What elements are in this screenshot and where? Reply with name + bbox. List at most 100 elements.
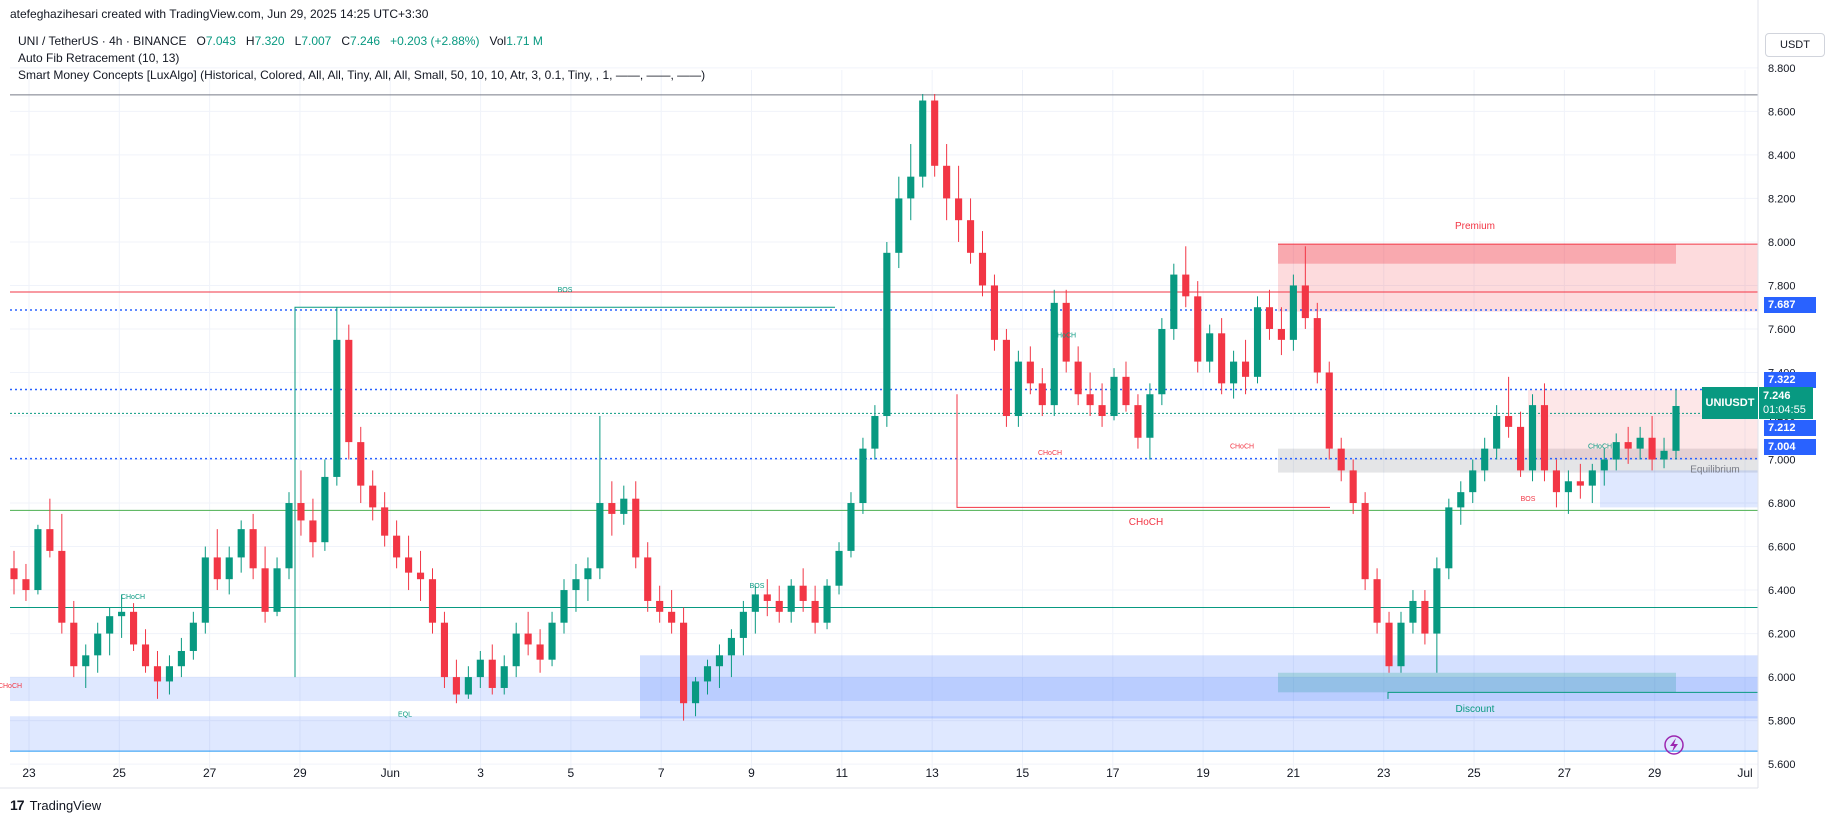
chart-annotation: CHoCH xyxy=(1038,450,1062,457)
demand-zone-left xyxy=(10,677,1758,702)
candle-body xyxy=(10,568,18,580)
x-tick-label: 21 xyxy=(1287,766,1301,780)
candle-body xyxy=(452,677,460,695)
choch-structure-line xyxy=(956,394,1330,508)
candle-body xyxy=(1505,416,1513,427)
candle-body xyxy=(1457,492,1465,508)
candle-body xyxy=(1433,568,1441,634)
candle-body xyxy=(1158,328,1166,395)
candle-body xyxy=(1038,383,1046,406)
candle-body xyxy=(345,339,353,443)
candle-body xyxy=(1373,579,1381,623)
candle-body xyxy=(1002,339,1010,416)
candle-body xyxy=(1182,274,1190,297)
candle-body xyxy=(225,557,233,580)
x-tick-label: 11 xyxy=(836,766,849,780)
y-tick-label: 5.800 xyxy=(1768,716,1796,728)
candle-body xyxy=(1528,405,1537,471)
y-tick-label: 7.600 xyxy=(1768,324,1796,336)
discount-zone xyxy=(640,655,1758,719)
y-tick-label: 6.800 xyxy=(1768,498,1796,510)
discount-structure-line xyxy=(1387,691,1758,699)
candle-body xyxy=(1110,376,1118,416)
candle-body xyxy=(1265,307,1274,329)
chart-annotation: Equilibrium xyxy=(1690,465,1739,476)
chart-annotation: BOS xyxy=(558,287,573,294)
candle-body xyxy=(715,655,724,667)
candle-body xyxy=(1194,296,1202,362)
candle-body xyxy=(189,622,197,651)
candle-body xyxy=(955,198,963,221)
candle-body xyxy=(512,633,520,667)
candle-body xyxy=(1122,376,1130,406)
candle-body xyxy=(584,568,592,580)
indicator-smc[interactable]: Smart Money Concepts [LuxAlgo] (Historic… xyxy=(18,68,706,82)
x-tick-label: 13 xyxy=(925,766,939,780)
candle-body xyxy=(381,507,389,536)
candle-body xyxy=(1540,405,1549,471)
candle-body xyxy=(727,637,735,656)
close-label: C xyxy=(341,34,351,48)
candle-body xyxy=(560,590,568,623)
symbol-legend: UNI / TetherUS · 4h · BINANCE O7.043 H7.… xyxy=(18,34,543,48)
candle-body xyxy=(1672,405,1680,451)
candle-body xyxy=(775,600,783,612)
candle-body xyxy=(393,535,401,558)
x-tick-label: Jun xyxy=(381,766,400,780)
x-tick-label: 25 xyxy=(1467,766,1481,780)
candle-body xyxy=(488,659,496,688)
chart-annotation: CHoCH xyxy=(0,683,22,690)
candle-body xyxy=(907,176,915,199)
candle-body xyxy=(1481,448,1489,471)
y-tick-label: 8.200 xyxy=(1768,193,1796,205)
chart-annotation: CHoCH xyxy=(121,594,145,601)
candle-body xyxy=(1206,333,1214,362)
candle-body xyxy=(22,579,30,591)
candle-body xyxy=(428,579,437,623)
footer-brand[interactable]: 17 TradingView xyxy=(10,797,101,813)
y-tick-label: 6.400 xyxy=(1768,585,1796,597)
bos-structure-line xyxy=(294,306,835,678)
candle-body xyxy=(1134,405,1142,438)
x-tick-label: 3 xyxy=(477,766,484,780)
candle-body xyxy=(835,550,843,586)
candle-body xyxy=(548,622,556,660)
chart-annotation: BOS xyxy=(1521,496,1536,503)
currency-unit-button[interactable]: USDT xyxy=(1765,33,1825,57)
chart-annotation: BOS xyxy=(750,583,765,590)
candle-body xyxy=(847,503,855,551)
volume-label: Vol xyxy=(489,34,507,48)
price-tag-7322: 7.322 xyxy=(1764,372,1816,388)
candle-body xyxy=(919,100,927,177)
x-tick-label: 17 xyxy=(1106,766,1120,780)
candle-body xyxy=(703,666,712,682)
x-tick-label: 15 xyxy=(1016,766,1030,780)
candle-body xyxy=(883,252,891,416)
indicator-fib[interactable]: Auto Fib Retracement (10, 13) xyxy=(18,51,180,65)
y-tick-label: 8.000 xyxy=(1768,237,1796,249)
x-tick-label: 29 xyxy=(293,766,307,780)
candle-body xyxy=(895,198,903,253)
x-tick-label: 27 xyxy=(1558,766,1572,780)
candle-body xyxy=(1086,394,1094,406)
candle-body xyxy=(1660,450,1668,460)
candle-body xyxy=(632,498,640,558)
x-tick-label: 23 xyxy=(22,766,36,780)
candle-body xyxy=(309,520,317,543)
symbol-name[interactable]: UNI / TetherUS · 4h · BINANCE xyxy=(18,34,187,48)
candle-body xyxy=(1277,328,1285,340)
candle-body xyxy=(1313,318,1321,373)
candle-body xyxy=(1409,600,1417,623)
x-tick-label: 25 xyxy=(113,766,127,780)
candle-body xyxy=(416,572,425,580)
candle-body xyxy=(58,550,66,623)
candle-body xyxy=(46,529,54,551)
chart-annotation: CHoCH xyxy=(1052,333,1076,340)
candle-body xyxy=(1218,333,1226,384)
alert-lightning-icon xyxy=(1664,735,1684,755)
candle-body xyxy=(106,616,114,634)
candle-body xyxy=(70,622,78,667)
candle-body xyxy=(1062,302,1070,362)
candle-body xyxy=(1636,437,1644,449)
